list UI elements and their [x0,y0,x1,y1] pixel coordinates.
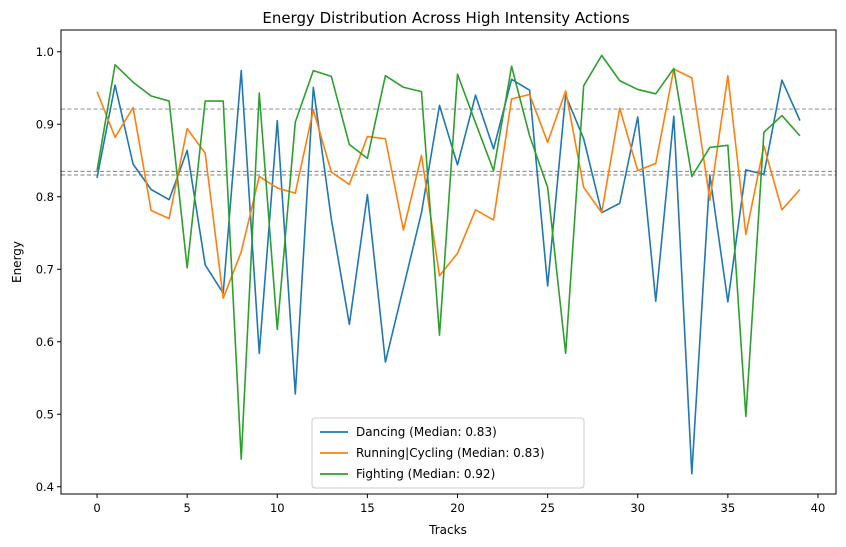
x-tick-label: 30 [630,501,645,515]
chart-title: Energy Distribution Across High Intensit… [262,9,629,27]
y-tick-label: 0.8 [36,190,54,204]
x-tick-label: 35 [721,501,736,515]
x-tick-label: 20 [450,501,465,515]
legend-box [311,417,585,489]
x-axis-label: Tracks [428,523,467,537]
y-axis-label: Energy [10,241,24,283]
plot-area-frame [60,29,837,495]
y-tick-label: 0.4 [36,480,54,494]
reference-lines [61,108,836,176]
series-line-2 [96,54,801,461]
legend: Dancing (Median: 0.83) Running|Cycling (M… [311,417,585,489]
series-lines [96,54,801,475]
x-tick-label: 5 [183,501,190,515]
series-line-0 [96,69,801,475]
y-tick-label: 0.9 [36,117,54,131]
y-tick-label: 0.5 [36,407,54,421]
x-tick-label: 15 [360,501,375,515]
x-tick-label: 25 [540,501,555,515]
y-tick-label: 1.0 [36,45,54,59]
x-tick-label: 0 [93,501,100,515]
legend-label-1: Running|Cycling (Median: 0.83) [356,446,545,460]
x-axis: 0 5 10 15 20 25 30 35 40 [93,494,825,515]
y-tick-label: 0.6 [36,335,54,349]
legend-label-2: Fighting (Median: 0.92) [356,467,495,481]
x-tick-label: 10 [270,501,285,515]
y-axis: 0.4 0.5 0.6 0.7 0.8 0.9 1.0 [36,45,61,494]
y-tick-label: 0.7 [36,262,54,276]
legend-label-0: Dancing (Median: 0.83) [356,425,497,439]
series-line-1 [96,68,801,300]
x-tick-label: 40 [811,501,826,515]
